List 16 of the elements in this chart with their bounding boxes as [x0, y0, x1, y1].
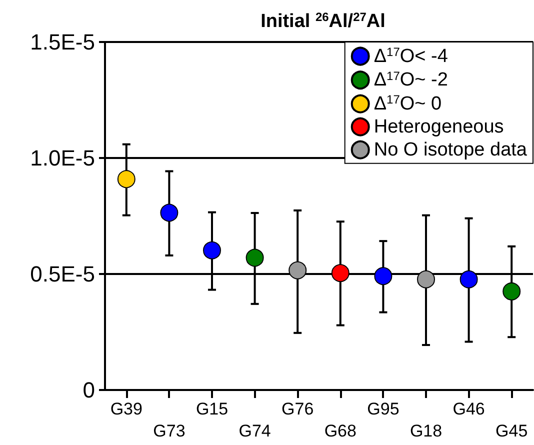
- legend-label: Heterogeneous: [374, 116, 504, 138]
- y-tick-label: 1.0E-5: [30, 146, 95, 170]
- x-tick-label: G68: [324, 422, 356, 440]
- x-tick-label: G18: [410, 422, 442, 440]
- x-tick-label: G15: [196, 400, 228, 418]
- y-tick-label: 0: [82, 378, 95, 402]
- x-tick-label: G73: [153, 422, 186, 440]
- x-tick-label: G45: [496, 422, 528, 440]
- legend-label: No O isotope data: [374, 139, 528, 160]
- y-tick-label: 1.5E-5: [30, 30, 95, 54]
- y-tick-label: 0.5E-5: [30, 262, 95, 286]
- x-tick-label: G39: [110, 400, 142, 418]
- x-tick-label: G46: [452, 400, 485, 418]
- x-tick-label: G95: [367, 400, 400, 418]
- x-tick-label: G74: [238, 422, 271, 440]
- x-tick-label: G76: [282, 400, 314, 418]
